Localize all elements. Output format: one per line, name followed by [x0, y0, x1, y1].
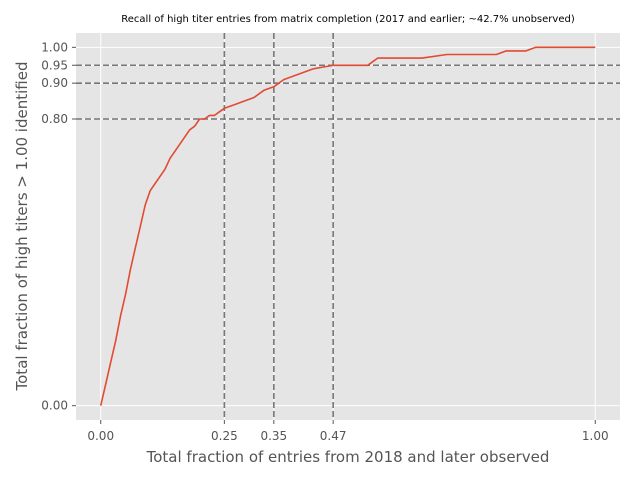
- y-tick-label: 0.00: [41, 399, 68, 413]
- y-axis-label: Total fraction of high titers > 1.00 ide…: [13, 62, 31, 392]
- x-axis-label: Total fraction of entries from 2018 and …: [146, 448, 550, 466]
- y-tick-label: 0.80: [41, 112, 68, 126]
- x-tick-label: 0.25: [211, 429, 238, 443]
- plot-area: [76, 33, 620, 420]
- axis-ticks: 0.00 0.25 0.35 0.47 1.00 0.00 0.80 0.90 0.95 1.00: [41, 40, 608, 443]
- x-tick-label: 0.35: [260, 429, 287, 443]
- y-tick-label: 1.00: [41, 40, 68, 54]
- recall-curve: [99, 46, 596, 406]
- x-tick-label: 0.47: [320, 429, 347, 443]
- data-series: [99, 46, 596, 406]
- y-tick-label: 0.95: [41, 58, 68, 72]
- chart-title: Recall of high titer entries from matrix…: [121, 14, 575, 25]
- y-tick-label: 0.90: [41, 76, 68, 90]
- x-tick-label: 1.00: [582, 429, 609, 443]
- x-tick-label: 0.00: [87, 429, 114, 443]
